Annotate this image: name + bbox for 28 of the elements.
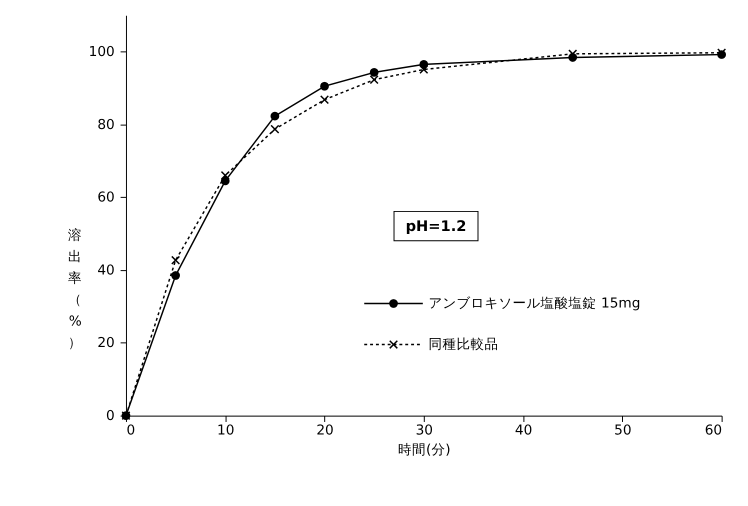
y-axis-title: 溶出率（%） [68, 227, 82, 351]
point [370, 75, 379, 84]
point [171, 271, 180, 280]
y-tick-label: 100 [88, 44, 115, 60]
legend-label: 同種比較品 [428, 336, 499, 352]
x-tick-label: 50 [614, 422, 632, 439]
point [419, 64, 428, 74]
x-tick-label: 20 [316, 422, 334, 439]
y-tick-label: 0 [106, 408, 115, 424]
x-tick-label: 10 [217, 422, 234, 439]
point [270, 124, 280, 134]
annotation: pH=1.2 [406, 218, 466, 235]
point [370, 68, 379, 77]
x-tick-label: 60 [704, 422, 722, 439]
y-tick-label: 80 [97, 116, 115, 133]
y-tick-label: 20 [97, 335, 115, 352]
x-tick-label: 0 [126, 422, 136, 439]
legend-label: アンブロキソール塩酸塩錠 15mg [428, 295, 640, 312]
x-tick-label: 30 [416, 422, 433, 439]
y-tick-label: 60 [97, 190, 115, 206]
point [171, 256, 180, 265]
point [270, 112, 280, 120]
point [320, 82, 329, 91]
x-tick-label: 40 [514, 422, 532, 439]
point [320, 95, 330, 104]
y-tick-label: 40 [97, 262, 115, 278]
point [220, 170, 230, 180]
x-axis-title: 時間(分) [398, 442, 451, 458]
